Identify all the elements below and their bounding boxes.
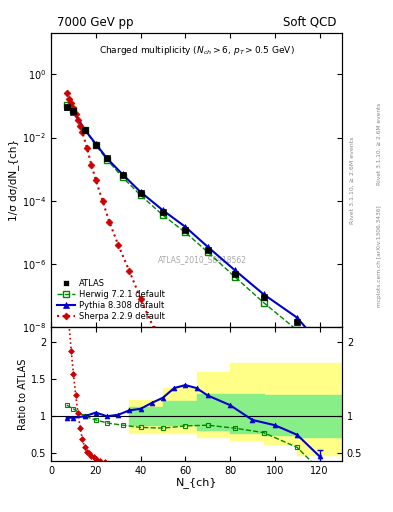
Text: Soft QCD: Soft QCD bbox=[283, 16, 336, 29]
Text: mcplots.cern.ch [arXiv:1306.3436]: mcplots.cern.ch [arXiv:1306.3436] bbox=[377, 205, 382, 307]
Y-axis label: Rivet 3.1.10, ≥ 2.6M events: Rivet 3.1.10, ≥ 2.6M events bbox=[349, 137, 354, 224]
X-axis label: N_{ch}: N_{ch} bbox=[176, 477, 217, 488]
Legend: ATLAS, Herwig 7.2.1 default, Pythia 8.308 default, Sherpa 2.2.9 default: ATLAS, Herwig 7.2.1 default, Pythia 8.30… bbox=[55, 278, 166, 323]
Text: Rivet 3.1.10, ≥ 2.6M events: Rivet 3.1.10, ≥ 2.6M events bbox=[377, 102, 382, 184]
Text: ATLAS_2010_S8918562: ATLAS_2010_S8918562 bbox=[158, 255, 247, 264]
Y-axis label: Ratio to ATLAS: Ratio to ATLAS bbox=[18, 358, 28, 430]
Text: Charged multiplicity ($N_{ch} > 6$, $p_T > 0.5$ GeV): Charged multiplicity ($N_{ch} > 6$, $p_T… bbox=[99, 44, 294, 56]
Y-axis label: 1/σ dσ/dN_{ch}: 1/σ dσ/dN_{ch} bbox=[8, 139, 19, 221]
Text: 7000 GeV pp: 7000 GeV pp bbox=[57, 16, 133, 29]
